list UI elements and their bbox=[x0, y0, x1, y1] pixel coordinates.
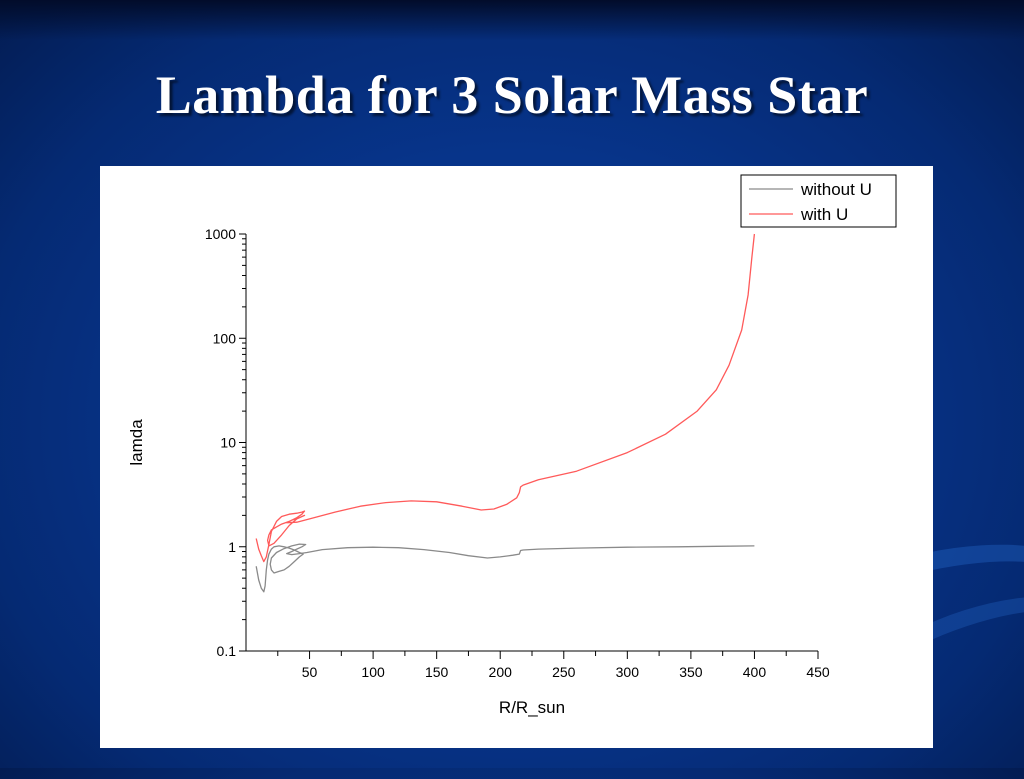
x-axis-title: R/R_sun bbox=[499, 698, 565, 717]
y-tick-label: 0.1 bbox=[217, 643, 237, 659]
y-tick-label: 1 bbox=[228, 539, 236, 555]
legend-box bbox=[740, 174, 897, 228]
series-line-with-u bbox=[255, 233, 756, 563]
y-axis-title: lamda bbox=[127, 419, 146, 466]
x-tick-label: 400 bbox=[743, 664, 767, 680]
legend-label-with-u: with U bbox=[800, 205, 848, 224]
series-line-without-u bbox=[255, 543, 755, 593]
y-tick-label: 10 bbox=[220, 435, 236, 451]
x-tick-label: 200 bbox=[489, 664, 513, 680]
x-tick-label: 150 bbox=[425, 664, 449, 680]
x-tick-label: 250 bbox=[552, 664, 576, 680]
slide-title: Lambda for 3 Solar Mass Star bbox=[155, 65, 869, 125]
chart-legend: without U with U bbox=[740, 174, 897, 228]
x-tick-label: 100 bbox=[361, 664, 385, 680]
chart-panel: 50 100 150 200 250 300 350 400 450 0.1 1 10 100 1000 … bbox=[100, 166, 933, 748]
legend-label-without-u: without U bbox=[800, 180, 872, 199]
y-tick-label: 1000 bbox=[205, 226, 236, 242]
title-band bbox=[0, 0, 1024, 40]
axes-layer: 50 100 150 200 250 300 350 400 450 0.1 1 10 100 1000 bbox=[205, 226, 830, 680]
series-layer bbox=[255, 233, 756, 593]
lambda-chart: 50 100 150 200 250 300 350 400 4500.11101001000 … bbox=[127, 174, 897, 717]
y-tick-label: 100 bbox=[213, 330, 237, 346]
x-tick-label: 350 bbox=[679, 664, 703, 680]
x-tick-label: 50 bbox=[302, 664, 318, 680]
x-tick-label: 300 bbox=[616, 664, 640, 680]
x-tick-label: 450 bbox=[806, 664, 830, 680]
